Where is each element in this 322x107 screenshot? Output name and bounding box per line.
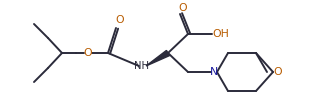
Text: O: O [84, 48, 92, 58]
Text: NH: NH [135, 61, 149, 71]
Text: OH: OH [213, 29, 230, 39]
Polygon shape [146, 50, 169, 66]
Text: O: O [179, 3, 187, 13]
Text: N: N [210, 67, 218, 77]
Text: O: O [116, 15, 124, 25]
Text: O: O [274, 67, 282, 77]
